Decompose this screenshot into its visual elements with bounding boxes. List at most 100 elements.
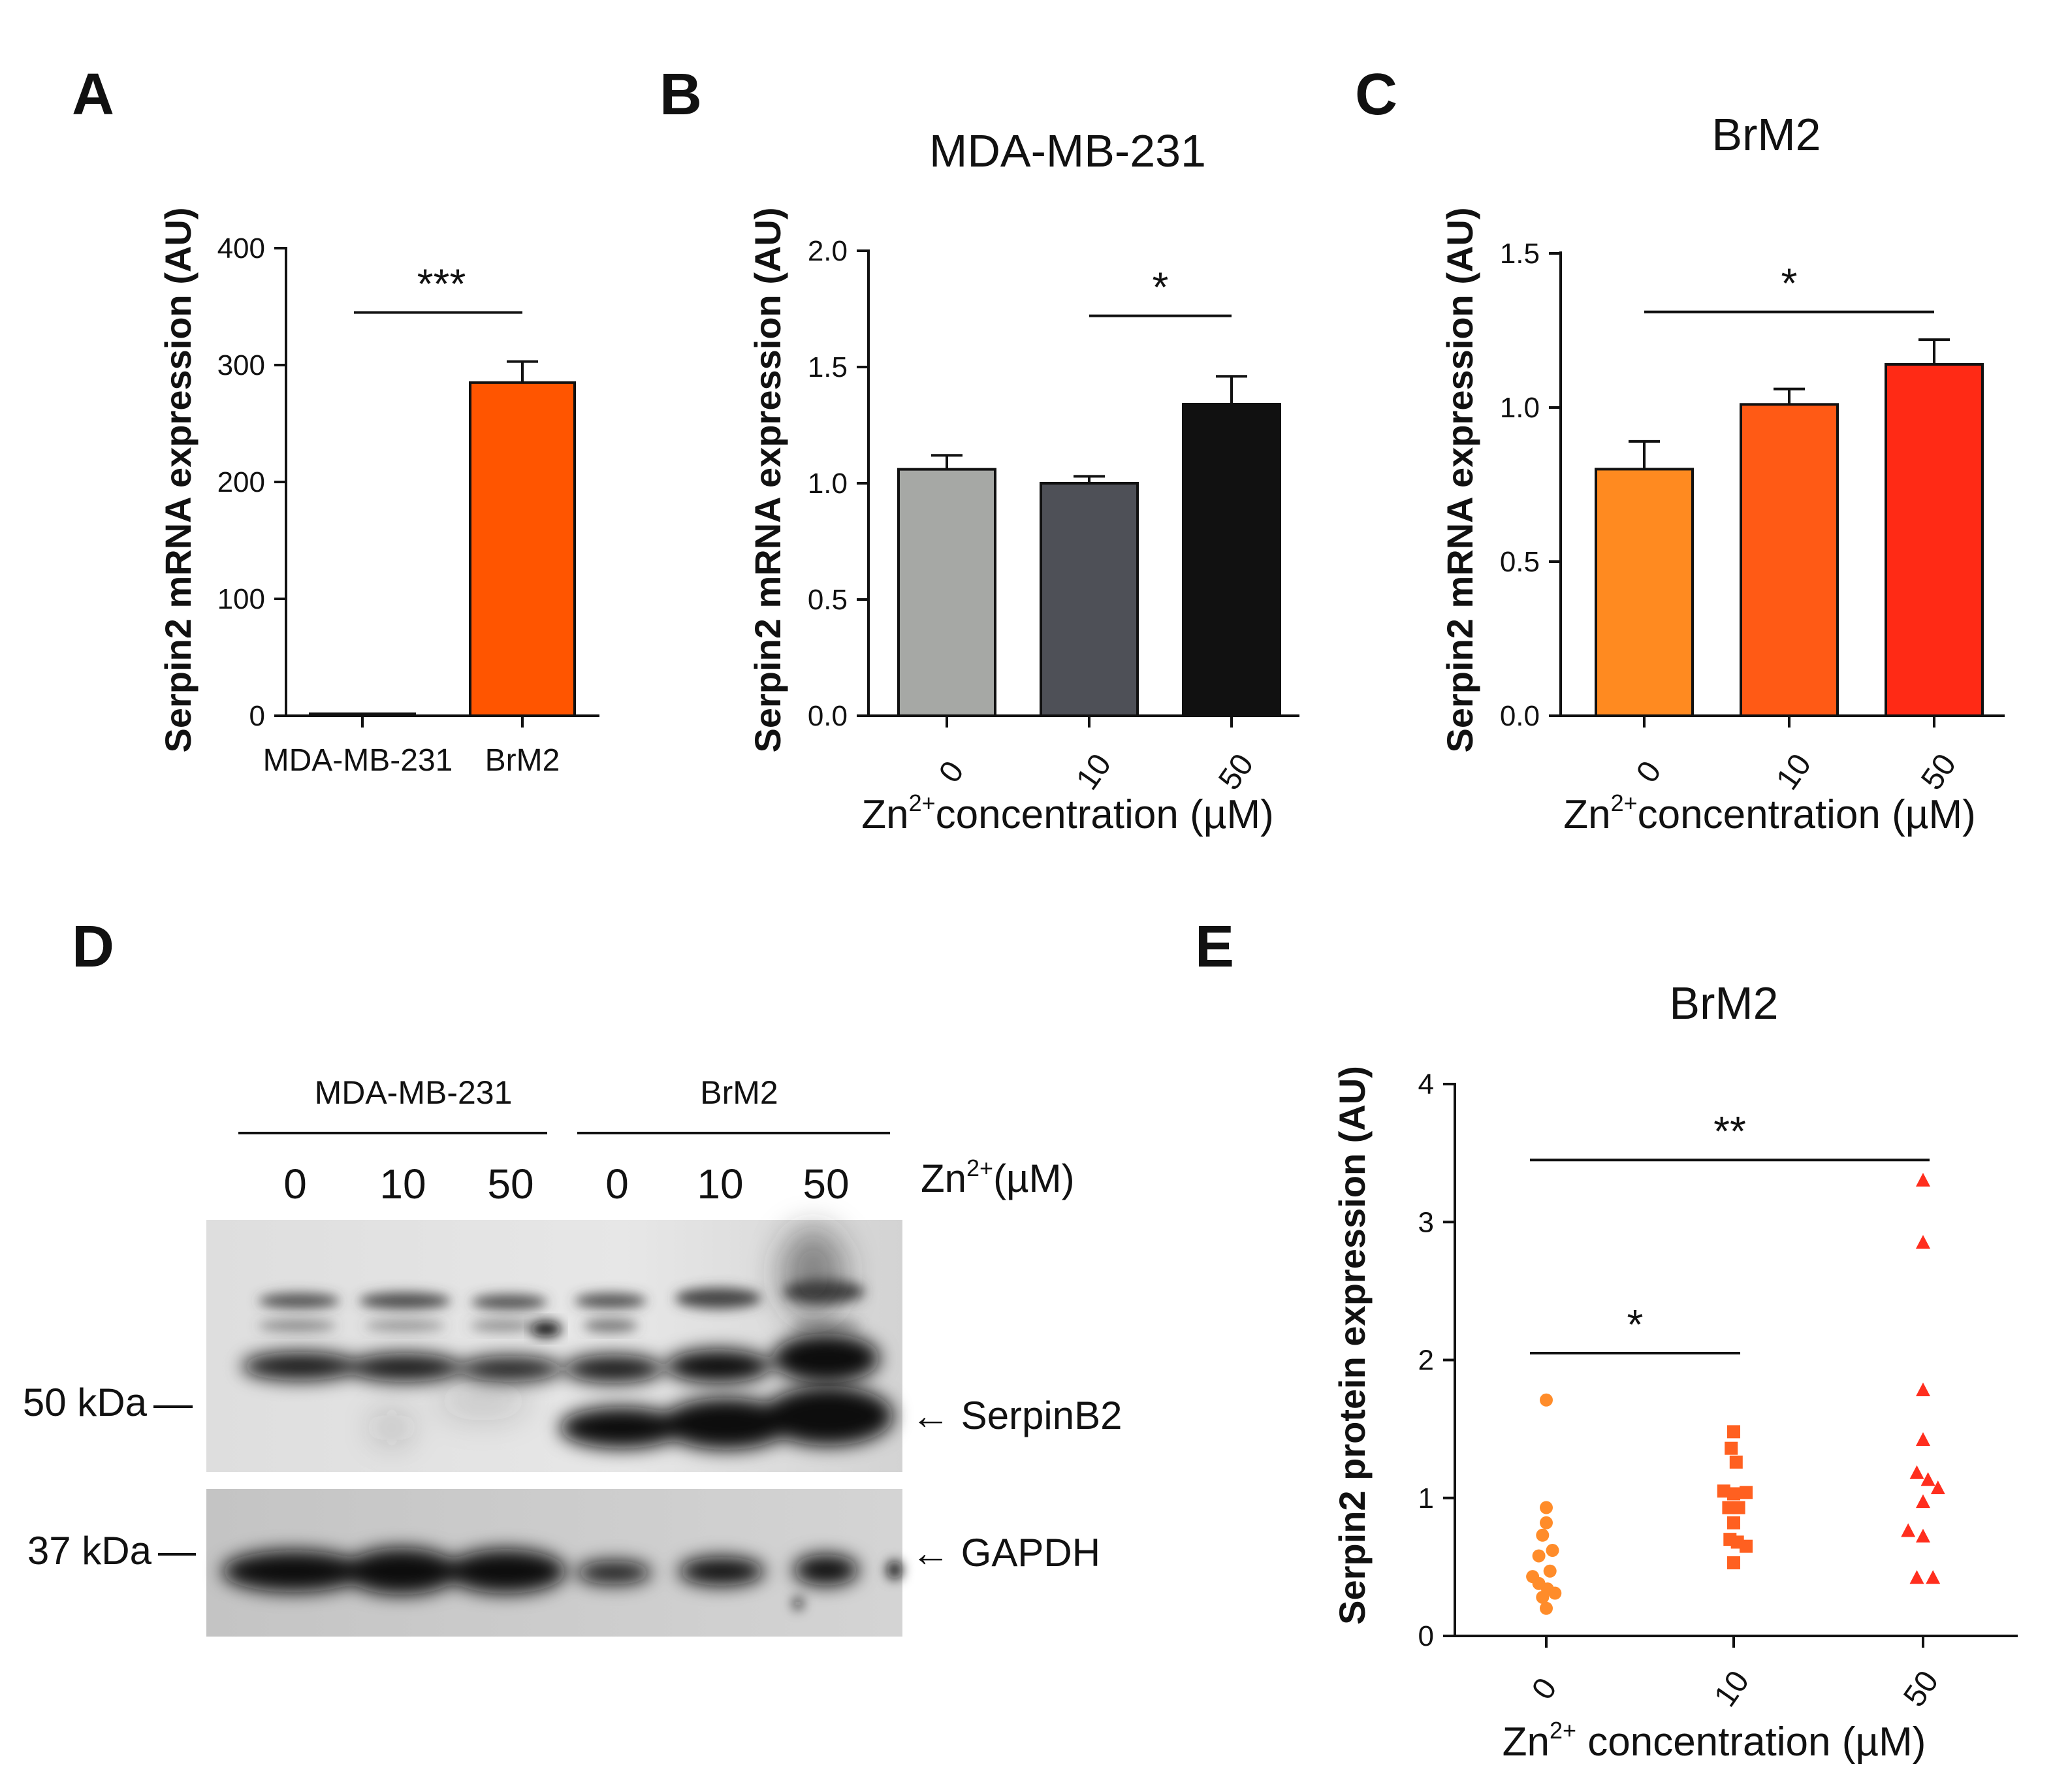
panel-e-yticks: 0 1 2 3 4 (1418, 1068, 1455, 1652)
panel-e-ytick-label: 2 (1418, 1345, 1434, 1377)
panel-e-point-circle (1543, 1564, 1557, 1578)
panel-a-ytick-label: 100 (217, 583, 265, 615)
panel-label-c: C (1355, 62, 1397, 127)
panel-e-sig-label: ** (1713, 1108, 1746, 1155)
panel-e-point-circle (1546, 1544, 1559, 1558)
panel-b-bar (897, 468, 996, 717)
panel-b-xlabel: Zn2+concentration (µM) (861, 790, 1274, 837)
panel-c-sig-label: * (1781, 260, 1798, 307)
panel-a-xtick-mda: MDA-MB-231 (263, 743, 453, 778)
panel-b-xtick-label: 50 (1212, 748, 1260, 796)
panel-c-xtick-label: 10 (1770, 748, 1818, 796)
panel-b-xtick-label: 0 (932, 755, 971, 789)
panel-a-ytick-label: 0 (249, 700, 265, 732)
blot-marker-50kda: 50 kDa (23, 1381, 148, 1424)
blot-lane-6: 50 (803, 1160, 849, 1208)
panel-b-significance: * (1089, 264, 1232, 317)
panel-c-xticks: 0 10 50 (1630, 748, 1963, 796)
panel-b-sig-label: * (1153, 264, 1169, 311)
panel-e-point-triangle (1916, 1432, 1930, 1447)
panel-a-bar (469, 381, 576, 717)
panel-b-yticks: 0.0 0.5 1.0 1.5 2.0 (808, 235, 868, 732)
panel-e-point-square (1717, 1484, 1730, 1498)
panel-a-bars (309, 360, 576, 728)
panel-c-yticks: 0.0 0.5 1.0 1.5 (1500, 238, 1561, 732)
panel-a-yticks: 0 100 200 300 400 (217, 232, 286, 732)
panel-e-point-circle (1540, 1501, 1553, 1514)
panel-b-ytick-label: 0.0 (808, 700, 848, 732)
panel-e-ylabel: Serpin2 protein expression (AU) (1331, 1066, 1373, 1625)
panel-e-point-triangle (1909, 1465, 1924, 1479)
panel-c-bar (1885, 362, 1984, 717)
panel-label-a: A (72, 62, 114, 127)
panel-a-bar (309, 712, 416, 717)
panel-e-significance: *** (1530, 1108, 1930, 1354)
panel-b-bar (1040, 482, 1139, 717)
panel-a-xtick-brm2: BrM2 (485, 743, 560, 778)
panel-e-point-circle (1548, 1586, 1562, 1600)
panel-b-ytick-label: 1.5 (808, 351, 848, 383)
panel-b-title: MDA-MB-231 (929, 125, 1206, 176)
panel-e-xtick-label: 50 (1897, 1665, 1945, 1713)
panel-e-point-square (1729, 1455, 1743, 1469)
panel-e-point-triangle (1916, 1494, 1930, 1509)
blot-membrane-bottom (206, 1489, 902, 1637)
panel-e-point-triangle (1916, 1234, 1930, 1249)
panel-a-ylabel: Serpin2 mRNA expression (AU) (157, 208, 199, 753)
panel-e-point-triangle (1909, 1570, 1924, 1584)
panel-b-ylabel: Serpin2 mRNA expression (AU) (747, 208, 788, 753)
panel-label-e: E (1195, 914, 1234, 980)
panel-b-ytick-label: 0.5 (808, 584, 848, 616)
panel-e-points (1526, 1172, 1945, 1615)
panel-e-ytick-label: 0 (1418, 1620, 1434, 1652)
panel-e-xtick-label: 10 (1708, 1665, 1756, 1713)
panel-b-ytick-label: 2.0 (808, 235, 848, 267)
panel-e-point-triangle (1930, 1480, 1945, 1494)
panel-a-ytick-label: 300 (217, 349, 265, 381)
panel-c-ytick-label: 0.0 (1500, 700, 1540, 732)
blot-band-serpinb2: ← SerpinB2 (911, 1394, 1122, 1437)
panel-c-title: BrM2 (1711, 109, 1821, 160)
panel-e-point-square (1722, 1501, 1736, 1514)
panel-c-significance: * (1644, 260, 1934, 313)
panel-e-sig-label: * (1627, 1301, 1644, 1348)
panel-e-xtick-label: 0 (1525, 1672, 1564, 1706)
blot-group-brm2: BrM2 (700, 1074, 778, 1111)
panel-label-b: B (660, 62, 702, 127)
panel-a-sig-label: *** (417, 260, 466, 307)
panel-e-ytick-label: 3 (1418, 1206, 1434, 1238)
panel-c-ytick-label: 0.5 (1500, 546, 1540, 578)
panel-label-d: D (72, 914, 114, 980)
panel-a-ytick-label: 400 (217, 232, 265, 264)
panel-c-xtick-label: 0 (1630, 755, 1668, 789)
blot-lane-1: 0 (283, 1160, 307, 1208)
panel-b-bars (897, 375, 1281, 728)
panel-e-point-square (1727, 1516, 1740, 1529)
panel-c-bars (1595, 338, 1984, 728)
blot-band-gapdh: ← GAPDH (911, 1531, 1100, 1575)
panel-a-chart: Serpin2 mRNA expression (AU) 0 100 200 300 4… (157, 208, 599, 778)
panel-e-point-circle (1540, 1393, 1553, 1407)
panel-e-point-circle (1536, 1528, 1550, 1542)
blot-treatment-label: Zn2+(µM) (921, 1155, 1075, 1200)
panel-e-point-circle (1540, 1601, 1553, 1615)
panel-c-ytick-label: 1.5 (1500, 238, 1540, 270)
panel-d-blot: MDA-MB-231 BrM2 0 10 50 0 10 50 Zn2+(µM) (23, 1074, 1122, 1637)
panel-b-ytick-label: 1.0 (808, 468, 848, 500)
panel-c-xlabel: Zn2+concentration (µM) (1563, 790, 1976, 837)
blot-lane-5: 10 (697, 1160, 743, 1208)
panel-e-point-square (1727, 1425, 1740, 1439)
panel-e-point-square (1725, 1441, 1738, 1455)
panel-c-chart: BrM2 Serpin2 mRNA expression (AU) 0.0 0.5… (1439, 109, 2005, 837)
panel-e-xticks: 0 10 50 (1525, 1636, 1945, 1713)
blot-lane-3: 50 (487, 1160, 533, 1208)
panel-e-point-triangle (1916, 1528, 1930, 1543)
panel-c-ylabel: Serpin2 mRNA expression (AU) (1439, 208, 1480, 753)
panel-e-point-triangle (1920, 1472, 1935, 1486)
panel-b-bar (1182, 402, 1281, 718)
panel-e-point-square (1740, 1486, 1753, 1499)
panel-e-title: BrM2 (1669, 978, 1778, 1029)
panel-e-point-square (1740, 1539, 1753, 1553)
panel-b-xticks: 0 10 50 (932, 748, 1260, 796)
